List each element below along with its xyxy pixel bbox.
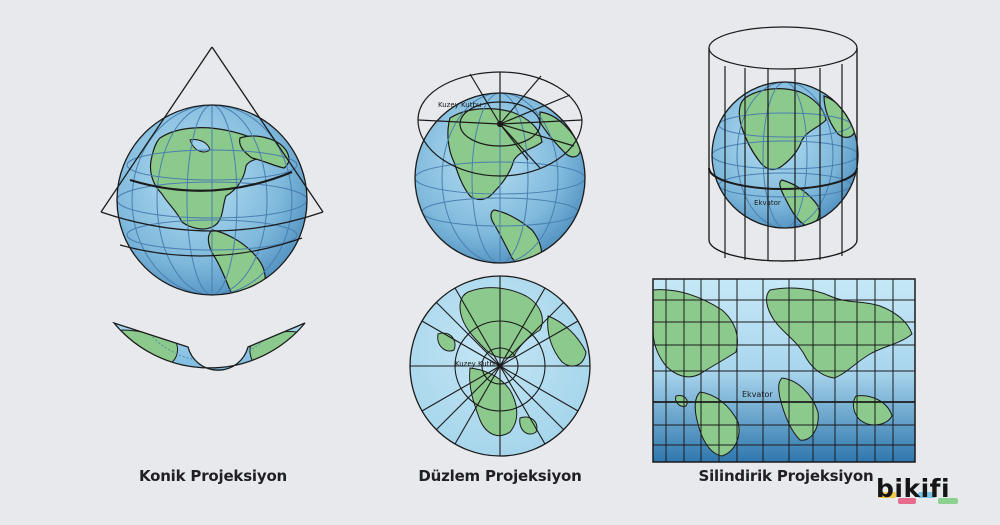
- conic-globe: [116, 104, 308, 296]
- planar-globe: [414, 92, 586, 264]
- cylindrical-flat-land: [653, 287, 913, 457]
- logo-wordmark: bikifi: [876, 474, 951, 503]
- conic-cone: [100, 46, 324, 257]
- cylindrical-flat-grid: [653, 279, 915, 462]
- cylindrical-globe: [711, 81, 859, 229]
- caption-conic-projection: Konik Projeksiyon: [138, 467, 288, 485]
- conic-flat-land: [119, 329, 304, 371]
- north-pole-label-flat: Kuzey Kutbu: [455, 360, 498, 368]
- equator-label-map: Ekvator: [742, 390, 773, 399]
- conic-flat-map: [112, 321, 306, 371]
- planar-flat-map: [409, 275, 591, 457]
- logo-stripe-blue: [918, 492, 936, 498]
- conic-globe-land: [149, 127, 290, 295]
- cylindrical-globe-land: [738, 88, 857, 227]
- cylinder-front: [708, 26, 858, 262]
- planar-plane: [417, 71, 583, 177]
- logo-stripe-pink: [898, 498, 916, 504]
- caption-planar-projection: Düzlem Projeksiyon: [418, 467, 582, 485]
- caption-cylindrical-projection: Silindirik Projeksiyon: [698, 467, 874, 485]
- cylindrical-globe-grid: [712, 82, 858, 228]
- conic-globe-grid: [117, 105, 307, 295]
- north-pole-label-top: Kuzey Kutbu: [438, 101, 481, 109]
- cylindrical-flat-map: [652, 278, 916, 463]
- logo-stripe-yellow: [878, 492, 896, 498]
- logo-stripe-green: [938, 498, 958, 504]
- bikifi-logo: bikifi: [876, 474, 976, 512]
